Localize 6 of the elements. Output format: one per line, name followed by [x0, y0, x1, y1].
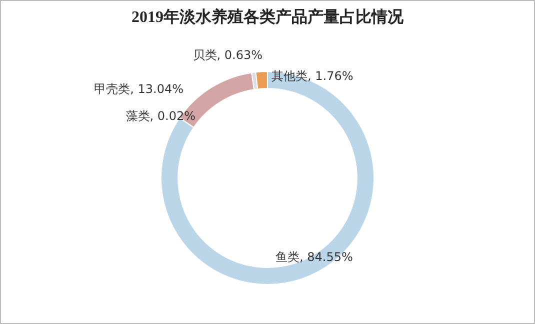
slice-label: 藻类, 0.02%: [126, 109, 196, 124]
slice-label: 鱼类, 84.55%: [276, 250, 353, 264]
chart-title: 2019年淡水养殖各类产品产量占比情况: [130, 7, 404, 28]
slice-label: 其他类, 1.76%: [272, 69, 354, 84]
slice-label: 甲壳类, 13.04%: [94, 82, 184, 96]
slice-label: 贝类, 0.63%: [192, 48, 262, 62]
